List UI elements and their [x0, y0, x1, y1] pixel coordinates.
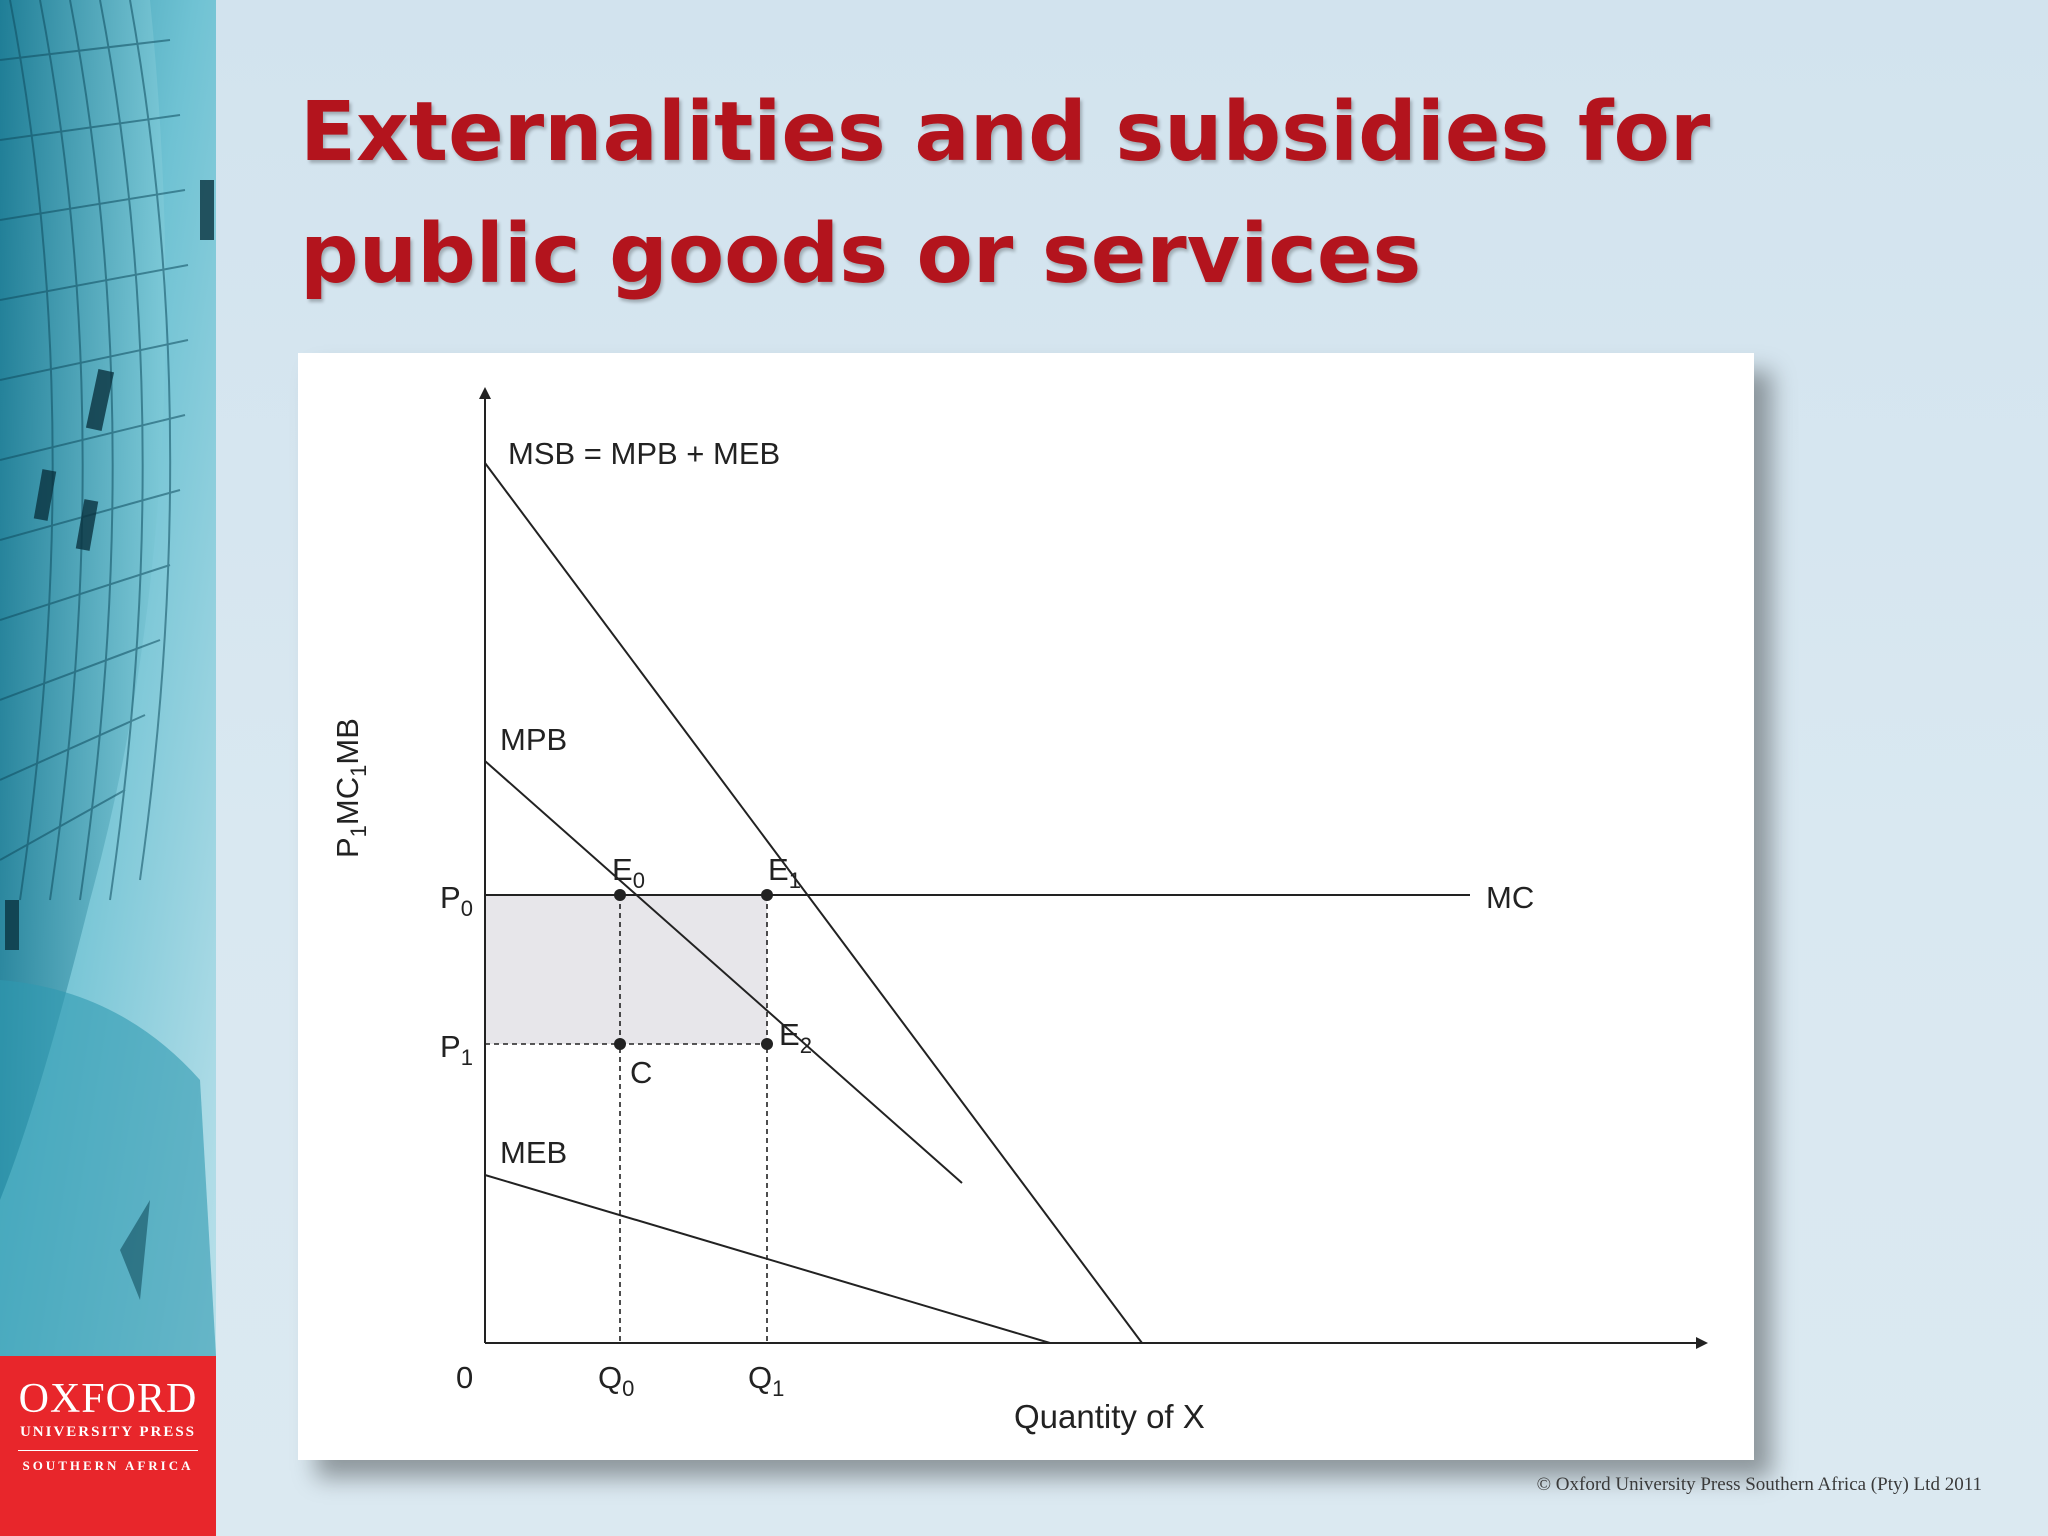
- y-axis-title-sub2: 1: [346, 765, 371, 777]
- q0-label-main: Q: [598, 1360, 622, 1395]
- y-axis-title: P1MC1MB: [330, 718, 371, 858]
- slide-title: Externalities and subsidies for public g…: [300, 85, 1711, 302]
- p1-label-main: P: [440, 1029, 461, 1064]
- y-axis-title-p: P: [330, 837, 365, 858]
- q0-label: Q0: [598, 1360, 634, 1401]
- y-axis-title-mb: MB: [330, 718, 365, 765]
- msb-curve: [484, 462, 1143, 1344]
- q1-label: Q1: [748, 1360, 784, 1401]
- e2-label: E2: [779, 1017, 812, 1058]
- decorative-building-image: [0, 0, 216, 1356]
- p0-label: P0: [440, 880, 473, 921]
- point-c: [614, 1038, 626, 1050]
- copyright-notice: © Oxford University Press Southern Afric…: [1536, 1474, 1982, 1495]
- e0-label: E0: [612, 852, 645, 893]
- mpb-label: MPB: [500, 722, 567, 757]
- logo-divider: [18, 1450, 198, 1451]
- q1-label-sub: 1: [772, 1376, 784, 1401]
- p0-label-main: P: [440, 880, 461, 915]
- subsidy-shaded-area: [485, 895, 767, 1044]
- p0-label-sub: 0: [461, 896, 473, 921]
- diagram-panel: MSB = MPB + MEB MPB MEB MC E0 E1 E2 C P0…: [298, 353, 1754, 1460]
- q0-label-sub: 0: [622, 1376, 634, 1401]
- x-axis-title: Quantity of X: [1014, 1398, 1205, 1435]
- y-axis-title-mc: MC: [330, 777, 365, 825]
- p1-label-sub: 1: [461, 1045, 473, 1070]
- economics-diagram: MSB = MPB + MEB MPB MEB MC E0 E1 E2 C P0…: [330, 387, 1708, 1435]
- point-e0: [614, 889, 626, 901]
- logo-line-southern-africa: SOUTHERN AFRICA: [22, 1458, 194, 1473]
- e1-label: E1: [768, 852, 801, 893]
- e0-label-main: E: [612, 852, 633, 887]
- oxford-logo: OXFORD UNIVERSITY PRESS SOUTHERN AFRICA: [0, 1356, 216, 1536]
- meb-label: MEB: [500, 1135, 567, 1170]
- y-axis-title-sub: 1: [346, 825, 371, 837]
- logo-line-oxford: OXFORD: [18, 1376, 198, 1422]
- e2-label-sub: 2: [800, 1033, 812, 1058]
- point-e1: [761, 889, 773, 901]
- origin-label: 0: [456, 1360, 473, 1395]
- point-e2: [761, 1038, 773, 1050]
- msb-label: MSB = MPB + MEB: [508, 436, 780, 471]
- e1-label-sub: 1: [789, 868, 801, 893]
- e0-label-sub: 0: [633, 868, 645, 893]
- logo-line-university-press: UNIVERSITY PRESS: [19, 1424, 197, 1440]
- p1-label: P1: [440, 1029, 473, 1070]
- e1-label-main: E: [768, 852, 789, 887]
- e2-label-main: E: [779, 1017, 800, 1052]
- c-label: C: [630, 1055, 652, 1090]
- q1-label-main: Q: [748, 1360, 772, 1395]
- mc-label: MC: [1486, 880, 1534, 915]
- mpb-curve: [484, 760, 963, 1184]
